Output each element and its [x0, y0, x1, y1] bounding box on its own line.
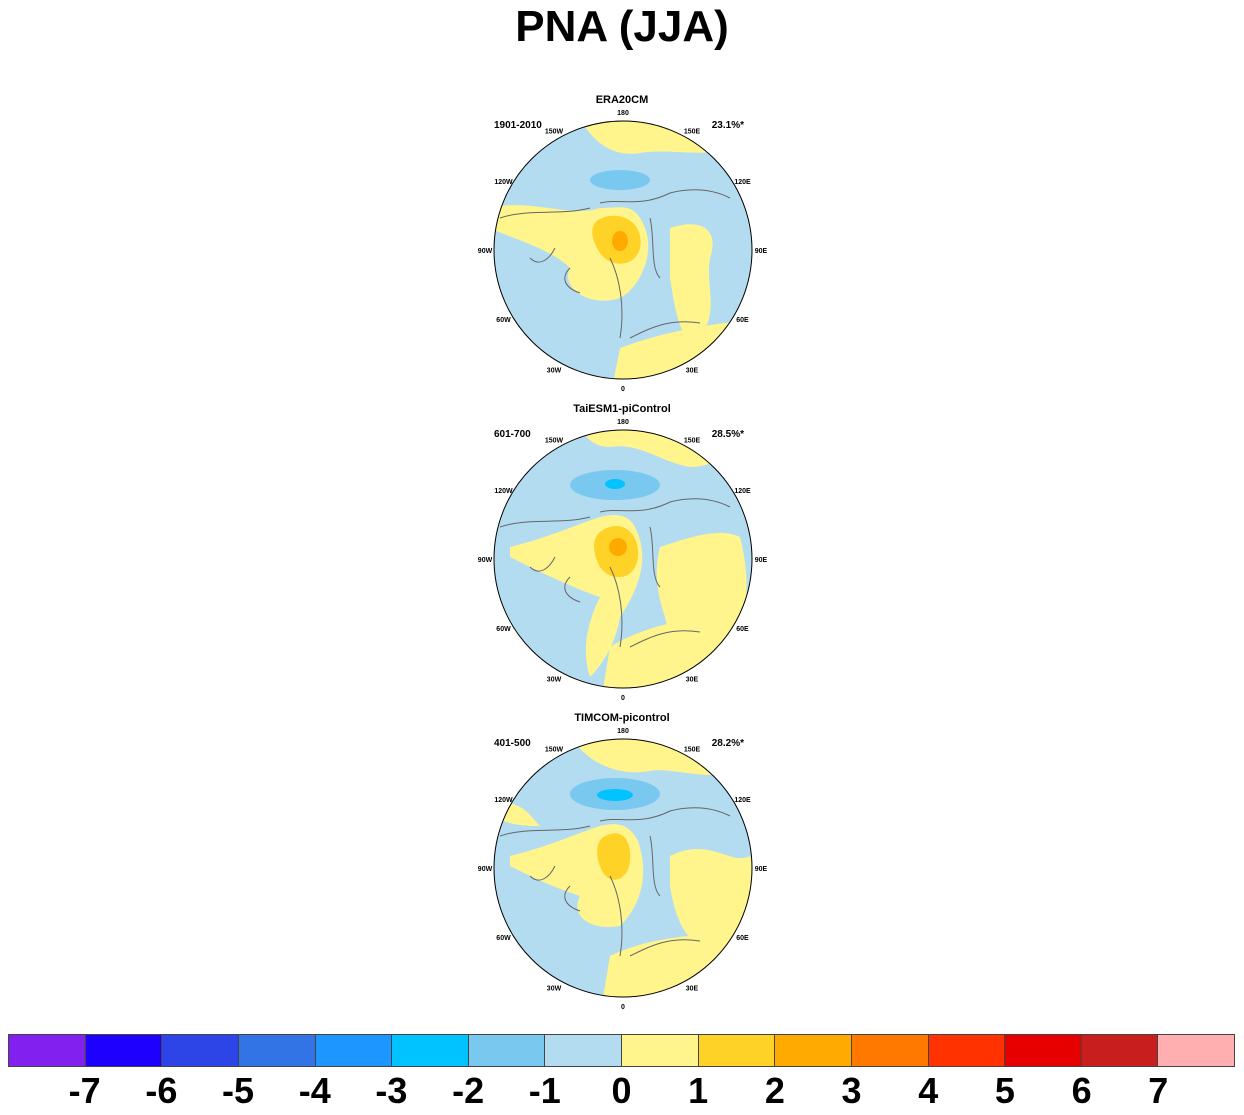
colorbar: [8, 1034, 1235, 1067]
longitude-label: 60W: [496, 317, 511, 324]
colorbar-label: 7: [1148, 1070, 1169, 1111]
longitude-label: 30E: [686, 677, 699, 684]
panel-period: 601-700: [494, 429, 531, 440]
colorbar-label: -7: [68, 1070, 101, 1111]
colorbar-label: 0: [611, 1070, 632, 1111]
colorbar-swatch: [1081, 1035, 1159, 1066]
colorbar-swatch: [698, 1035, 776, 1066]
longitude-label: 30W: [547, 677, 562, 684]
longitude-label: 150E: [684, 438, 701, 445]
colorbar-swatch: [392, 1035, 469, 1066]
panel-period: 1901-2010: [494, 120, 542, 131]
panel-title: TIMCOM-picontrol: [574, 712, 670, 724]
longitude-label: 30E: [686, 986, 699, 993]
colorbar-label: -2: [452, 1070, 485, 1111]
longitude-label: 60E: [736, 935, 749, 942]
longitude-label: 120E: [734, 797, 751, 804]
polar-map: 180 150E 120E 90E 60E 30E 0 30W 60W 90W 120W 150W: [478, 110, 768, 393]
colorbar-swatch: [85, 1035, 163, 1066]
map-panel-timcom: TIMCOM-picontrol 401-500 28.2%* 180 150E 1…: [470, 712, 774, 1012]
longitude-labels: 180 150E 120E 90E 60E 30E 0 30W 60W 90W 120W 150W: [478, 728, 768, 1011]
colorbar-label: -6: [145, 1070, 178, 1111]
colorbar-label: 6: [1071, 1070, 1092, 1111]
colorbar-swatch: [9, 1035, 86, 1066]
longitude-label: 90E: [755, 866, 768, 873]
colorbar-swatch: [928, 1035, 1006, 1066]
longitude-label: 30W: [547, 986, 562, 993]
longitude-labels: 180 150E 120E 90E 60E 30E 0 30W 60W 90W 120W 150W: [478, 419, 768, 702]
colorbar-swatch: [238, 1035, 316, 1066]
panel-title: TaiESM1-piControl: [573, 403, 671, 415]
longitude-label: 150E: [684, 129, 701, 136]
colorbar-swatch: [851, 1035, 929, 1066]
colorbar-label: -3: [375, 1070, 408, 1111]
longitude-label: 90E: [755, 557, 768, 564]
panel-period: 401-500: [494, 738, 531, 749]
longitude-label: 150W: [545, 747, 564, 754]
colorbar-swatch: [468, 1035, 546, 1066]
figure-title: PNA (JJA): [515, 2, 729, 51]
colorbar-swatch: [315, 1035, 393, 1066]
longitude-label: 90W: [478, 248, 493, 255]
colorbar-label: -5: [222, 1070, 255, 1111]
longitude-label: 90E: [755, 248, 768, 255]
colorbar-swatch: [1005, 1035, 1082, 1066]
longitude-label: 120W: [494, 488, 513, 495]
longitude-label: 0: [621, 1004, 625, 1011]
colorbar-label: 4: [918, 1070, 939, 1111]
panel-variance: 28.2%*: [711, 738, 744, 749]
longitude-labels: 180 150E 120E 90E 60E 30E 0 30W 60W 90W 120W 150W: [478, 110, 768, 393]
colorbar-swatch: [545, 1035, 622, 1066]
longitude-label: 120W: [494, 179, 513, 186]
colorbar-label: -1: [528, 1070, 561, 1111]
polar-map: 180 150E 120E 90E 60E 30E 0 30W 60W 90W 120W 150W: [478, 419, 768, 702]
colorbar-label: 5: [994, 1070, 1015, 1111]
longitude-label: 150W: [545, 129, 564, 136]
longitude-label: 0: [621, 386, 625, 393]
longitude-label: 60E: [736, 317, 749, 324]
colorbar-label: 1: [688, 1070, 709, 1111]
longitude-label: 180: [617, 110, 629, 117]
longitude-label: 30W: [547, 368, 562, 375]
colorbar-label: -4: [298, 1070, 331, 1111]
panel-title: ERA20CM: [595, 94, 649, 106]
longitude-label: 60W: [496, 935, 511, 942]
longitude-label: 120W: [494, 797, 513, 804]
longitude-label: 60E: [736, 626, 749, 633]
map-panel-era20cm: ERA20CM 1901-2010 23.1%* 180 150E 120E 90E 6…: [470, 94, 774, 394]
longitude-label: 180: [617, 419, 629, 426]
colorbar-swatch: [162, 1035, 239, 1066]
longitude-label: 90W: [478, 557, 493, 564]
colorbar-label: 2: [764, 1070, 785, 1111]
longitude-label: 30E: [686, 368, 699, 375]
polar-map: 180 150E 120E 90E 60E 30E 0 30W 60W 90W 120W 150W: [478, 728, 768, 1011]
longitude-label: 180: [617, 728, 629, 735]
colorbar-swatch: [622, 1035, 699, 1066]
colorbar-swatch: [775, 1035, 852, 1066]
longitude-label: 120E: [734, 488, 751, 495]
panel-variance: 28.5%*: [711, 429, 744, 440]
panel-variance: 23.1%*: [711, 120, 744, 131]
colorbar-swatch: [1158, 1035, 1234, 1066]
map-panel-taiesm1: TaiESM1-piControl 601-700 28.5%* 180 150E…: [470, 403, 774, 703]
longitude-label: 120E: [734, 179, 751, 186]
longitude-label: 150E: [684, 747, 701, 754]
longitude-label: 60W: [496, 626, 511, 633]
longitude-label: 150W: [545, 438, 564, 445]
colorbar-label: 3: [841, 1070, 862, 1111]
longitude-label: 0: [621, 695, 625, 702]
longitude-label: 90W: [478, 866, 493, 873]
